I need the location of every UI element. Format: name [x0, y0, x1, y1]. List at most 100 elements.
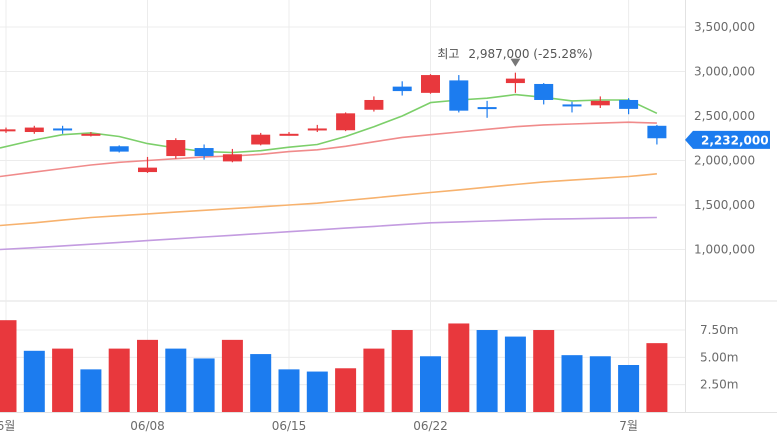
candle[interactable] [647, 124, 667, 145]
candle[interactable] [0, 127, 16, 133]
candle[interactable] [53, 125, 73, 134]
candle[interactable] [619, 98, 639, 115]
candle-body [590, 100, 610, 106]
volume-bar[interactable] [391, 330, 413, 412]
candle-body [109, 146, 129, 152]
volume-bar[interactable] [0, 320, 17, 412]
volume-bar[interactable] [618, 365, 640, 412]
candle[interactable] [222, 148, 242, 163]
candle[interactable] [562, 101, 582, 113]
volume-bars[interactable] [0, 320, 668, 412]
high-annotation-text: 2,987,000 (-25.28%) [468, 47, 592, 61]
price-axis: 3,500,000 3,000,000 2,500,000 2,000,000 1,50… [694, 20, 755, 257]
candle[interactable] [336, 112, 356, 132]
x-tick-label: 06/22 [413, 419, 448, 433]
volume-bar[interactable] [80, 369, 102, 412]
candle-body [53, 128, 73, 131]
candle[interactable] [534, 83, 554, 105]
volume-axis: 7.50m 5.00m 2.50m [700, 323, 738, 392]
current-price-flag [685, 130, 770, 149]
ma5-line [0, 93, 658, 154]
x-tick-label: 7월 [619, 419, 638, 433]
candle-body [647, 125, 667, 139]
volume-bar[interactable] [250, 354, 272, 412]
volume-bar[interactable] [137, 339, 158, 412]
candle[interactable] [279, 132, 299, 136]
candle[interactable] [449, 75, 469, 113]
candle-body [81, 133, 101, 136]
volume-bar[interactable] [448, 323, 470, 412]
candle[interactable] [194, 144, 214, 160]
candle-body [251, 134, 271, 145]
volume-bar[interactable] [363, 348, 385, 412]
candle[interactable] [166, 138, 186, 159]
candle[interactable] [590, 96, 610, 108]
price-tick-label: 3,500,000 [694, 20, 755, 34]
ma20-line [0, 121, 657, 178]
price-tick-label: 1,000,000 [694, 243, 755, 257]
volume-bar[interactable] [306, 371, 328, 412]
volume-bar[interactable] [108, 348, 130, 412]
high-marker-icon [510, 58, 521, 67]
candlesticks[interactable] [0, 72, 667, 173]
candle-body [194, 148, 214, 157]
candle[interactable] [307, 124, 327, 133]
candle-body [534, 83, 554, 100]
candle-body [505, 78, 525, 84]
volume-tick-label: 2.50m [700, 378, 738, 392]
volume-bar[interactable] [335, 368, 357, 412]
candle[interactable] [421, 74, 440, 94]
x-axis: 6월 06/08 06/15 06/22 7월 [0, 419, 638, 433]
price-tick-label: 3,000,000 [694, 65, 755, 79]
volume-bar[interactable] [420, 356, 441, 412]
volume-tick-label: 5.00m [700, 350, 738, 364]
candle[interactable] [392, 81, 412, 96]
volume-bar[interactable] [646, 343, 668, 412]
candle-body [477, 107, 497, 110]
volume-bar[interactable] [533, 330, 555, 412]
volume-tick-label: 7.50m [700, 323, 738, 337]
candle-body [364, 99, 384, 110]
candle-body [449, 80, 469, 111]
moving-average-lines [0, 93, 658, 251]
volume-bar[interactable] [221, 339, 243, 412]
candle[interactable] [138, 156, 157, 173]
candle-body [421, 75, 440, 93]
candle[interactable] [364, 96, 384, 112]
ma120-line [0, 216, 657, 251]
volume-bar[interactable] [165, 348, 187, 412]
price-tick-label: 2,500,000 [694, 109, 755, 123]
candle-body [24, 127, 44, 133]
high-annotation-prefix: 최고 [437, 47, 459, 61]
candle-body [166, 140, 186, 157]
x-tick-label: 06/15 [272, 419, 307, 433]
candle[interactable] [24, 125, 44, 134]
current-price-badge: 2,232,000 [685, 130, 770, 149]
volume-bar[interactable] [278, 369, 300, 412]
candle[interactable] [477, 100, 497, 118]
volume-bar[interactable] [561, 355, 583, 412]
candle-body [392, 86, 412, 92]
candle[interactable] [251, 132, 271, 146]
candle-body [138, 167, 157, 173]
candle[interactable] [81, 132, 101, 137]
volume-bar[interactable] [52, 348, 74, 412]
volume-bar[interactable] [504, 336, 526, 412]
candle-body [279, 133, 299, 136]
volume-bar[interactable] [476, 330, 498, 412]
candle-body [0, 129, 16, 132]
candle-body [222, 154, 242, 162]
volume-bar[interactable] [193, 358, 215, 412]
candle-body [307, 128, 327, 131]
current-price-label: 2,232,000 [701, 133, 769, 147]
candle-body [336, 113, 356, 131]
candle[interactable] [109, 145, 129, 153]
candle[interactable] [505, 72, 525, 93]
x-tick-label: 06/08 [130, 419, 165, 433]
price-tick-label: 2,000,000 [694, 154, 755, 168]
volume-bar[interactable] [589, 356, 611, 412]
volume-bar[interactable] [23, 350, 45, 412]
candle-body [619, 99, 639, 109]
price-tick-label: 1,500,000 [694, 198, 755, 212]
